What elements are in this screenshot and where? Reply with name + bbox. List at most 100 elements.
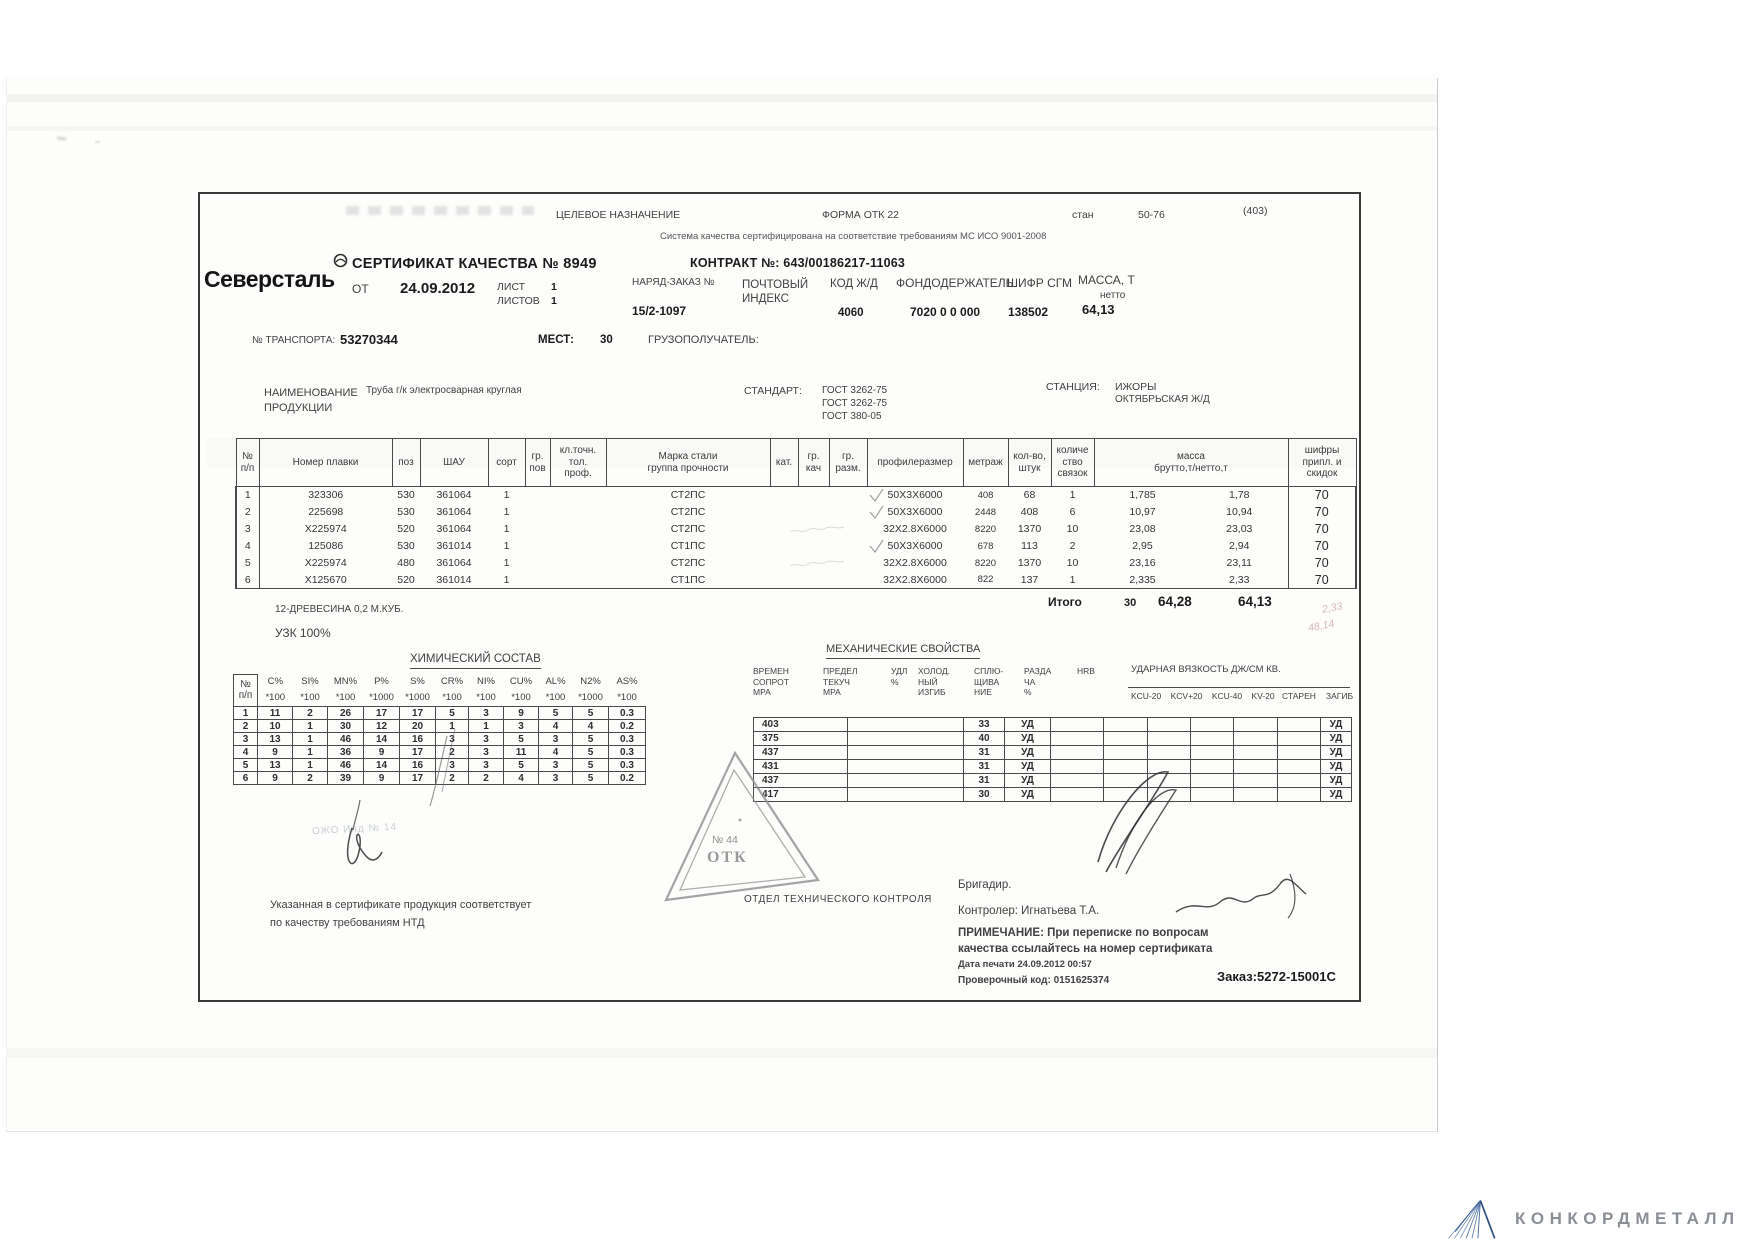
table-cell: 3 [233,732,258,746]
table-cell: 5 [572,771,609,785]
table-cell [525,521,550,538]
table-cell [1050,731,1104,746]
table-cell: 113 [1021,540,1038,552]
table-row: 6 9 2 39 9 17 2 2 4 3 5 0.2 [233,771,646,785]
table-cell [1190,731,1234,746]
mech-col-header: ПРЕДЕЛ ТЕКУЧ МРА [823,666,858,697]
table-cell: 417 [753,787,848,802]
table-cell: 2 [435,745,469,759]
table-cell [1103,773,1148,788]
iso-note: Система качества сертифицирована на соот… [660,231,1047,242]
table-cell: 32X2.8X6000 [867,571,963,589]
table-cell: УД [1004,745,1051,760]
stamp-number: № 44 [712,834,738,846]
chem-col: CR% [440,676,464,688]
table-cell: 408 [1020,506,1039,518]
table-row: 403 33 УД УД [753,717,1352,732]
contract-number: КОНТРАКТ №: 643/00186217-11063 [690,256,906,270]
chem-mult: *100 [300,692,320,703]
table-cell: 2,33 [1191,571,1288,589]
standard-item: ГОСТ 3262-75 [822,385,888,396]
col-header: гр. пов [524,438,551,487]
table-cell: УД [1004,787,1051,802]
table-row: 437 31 УД УД [753,773,1352,788]
impact-title: УДАРНАЯ ВЯЗКОСТЬ ДЖ/СМ КВ. [1131,664,1281,675]
table-cell: 31 [963,745,1005,760]
certificate-title: СЕРТИФИКАТ КАЧЕСТВА № 8949 [352,256,597,272]
table-cell [847,717,964,732]
table-cell [1147,759,1191,774]
table-cell: 3 [538,732,573,746]
table-row: 437 31 УД УД [753,745,1352,760]
product-name-value: Труба г/к электросварная круглая [366,385,522,396]
table-cell: 1 [468,719,504,733]
table-cell [1233,787,1278,802]
col-header: количе ство связок [1050,438,1095,487]
ultrasonic-note: УЗК 100% [275,626,331,640]
table-cell: 10,94 [1226,506,1253,518]
rail-code-value: 4060 [838,307,864,319]
table-cell: 1 [292,732,328,746]
page-code: (403) [1243,205,1268,217]
table-cell [550,538,606,555]
table-cell [829,487,867,504]
table-cell: 1 [235,486,260,504]
mech-col-header: УДЛ % [891,666,908,687]
table-cell: 6 [233,771,258,785]
table-cell: 822 [963,571,1008,589]
table-cell: 1 [435,719,469,733]
chem-col: C% [267,676,283,688]
scan-smudge [346,206,534,215]
table-cell [1103,745,1148,760]
brand-logo-text: Северсталь [204,266,335,292]
table-cell: 11 [257,706,293,720]
wood-note: 12-ДРЕВЕСИНА 0,2 М.КУБ. [275,604,404,615]
table-cell: 11 [503,745,539,759]
table-cell [1147,717,1191,732]
table-cell [1277,717,1321,732]
table-cell: 361014 [436,540,472,552]
scan-streak [7,94,1437,102]
scan-streak [7,1048,1437,1058]
table-cell: 31 [963,759,1005,774]
table-cell [1190,717,1234,732]
table-cell: X225974 [304,557,347,569]
total-bundles: 30 [1124,597,1137,609]
holder-value: 7020 0 0 000 [910,305,981,319]
table-cell: 3 [435,732,469,746]
table-cell [1277,759,1321,774]
table-cell: 1370 [1017,523,1042,535]
table-cell [1147,787,1191,802]
table-cell [1277,731,1321,746]
otk-stamp [664,750,820,902]
table-cell: 225698 [308,506,344,518]
table-cell: 361064 [436,557,472,569]
table-cell: 2 [233,719,258,733]
table-cell [1277,745,1321,760]
table-cell: 6 [1069,506,1076,518]
chem-col: N2% [580,676,601,688]
table-cell: 3 [538,758,573,772]
chem-table-body: 1 11 2 26 17 17 5 3 9 5 5 0.3 2 10 1 30 12 20 1 1 3 4 4 0.2 3 13 1… [233,706,646,785]
table-cell [1147,773,1191,788]
table-cell [770,504,798,521]
table-cell: 3 [503,719,539,733]
table-cell [550,555,606,572]
chem-mult: *1000 [405,692,430,703]
col-header: № п/п [235,438,260,487]
table-cell: 50X3X6000 [887,540,943,552]
table-cell: 50X3X6000 [887,506,943,518]
table-cell [1050,773,1104,788]
table-cell [829,521,867,538]
chem-col: S% [410,676,425,688]
table-row: 431 31 УД УД [753,759,1352,774]
table-cell: 14 [363,732,400,746]
table-cell: СТ2ПС [670,489,706,502]
chem-header-row: № п/п C% SI% MN% P% S% CR% NI% CU% AL% N… [233,674,646,707]
table-cell: 23,08 [1129,523,1156,535]
table-cell: 16 [399,758,436,772]
table-cell: 361064 [436,506,472,518]
table-cell: 70 [1287,554,1357,572]
table-cell [525,555,550,572]
table-cell: 9 [363,745,400,759]
